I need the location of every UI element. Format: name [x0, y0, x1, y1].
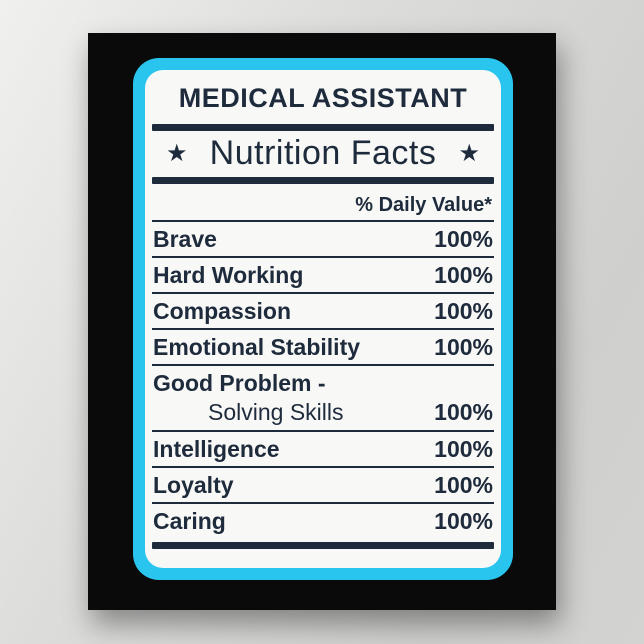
fact-label: Emotional Stability — [153, 333, 361, 360]
fact-row: Hard Working 100% — [152, 258, 494, 294]
facts-table: Brave 100% Hard Working 100% Compassion … — [152, 222, 494, 538]
fact-value: 100% — [434, 435, 493, 462]
star-icon: ★ — [166, 139, 188, 167]
thick-divider — [152, 123, 494, 131]
poster: MEDICAL ASSISTANT ★ Nutrition Facts ★ % … — [88, 33, 556, 610]
fact-value: 100% — [434, 471, 493, 498]
fact-value: 100% — [434, 333, 493, 360]
fact-label: Caring — [153, 507, 226, 534]
fact-value: 100% — [434, 261, 493, 288]
cyan-border-frame: MEDICAL ASSISTANT ★ Nutrition Facts ★ % … — [133, 58, 513, 580]
fact-row: Caring 100% — [152, 504, 494, 538]
daily-value-heading: % Daily Value* — [355, 193, 492, 216]
fact-value: 100% — [434, 507, 493, 534]
star-icon: ★ — [458, 139, 480, 167]
fact-sublabel: Solving Skills — [208, 398, 344, 425]
fact-row-two-line: Good Problem - Solving Skills 100% — [152, 366, 494, 432]
fact-label: Compassion — [153, 297, 292, 324]
nutrition-facts-heading: Nutrition Facts — [209, 134, 437, 173]
nutrition-facts-label: MEDICAL ASSISTANT ★ Nutrition Facts ★ % … — [145, 70, 501, 568]
fact-row: Compassion 100% — [152, 294, 494, 330]
fact-value: 100% — [434, 297, 493, 324]
fact-label: Intelligence — [153, 435, 280, 462]
fact-row-second-line: Solving Skills 100% — [153, 397, 493, 427]
fact-label: Brave — [153, 225, 217, 252]
rule-divider — [152, 219, 494, 222]
fact-label: Hard Working — [153, 261, 304, 288]
fact-value: 100% — [434, 398, 493, 425]
fact-label: Loyalty — [153, 471, 234, 498]
fact-row: Emotional Stability 100% — [152, 330, 494, 366]
fact-row: Loyalty 100% — [152, 468, 494, 504]
poster-title: MEDICAL ASSISTANT — [178, 83, 468, 113]
fact-row: Intelligence 100% — [152, 432, 494, 468]
fact-row: Brave 100% — [152, 222, 494, 258]
nutrition-facts-heading-row: ★ Nutrition Facts ★ — [152, 131, 494, 177]
fact-label: Good Problem - — [153, 369, 326, 396]
thick-divider — [152, 176, 494, 184]
fact-value: 100% — [434, 225, 493, 252]
thick-divider — [152, 541, 494, 549]
